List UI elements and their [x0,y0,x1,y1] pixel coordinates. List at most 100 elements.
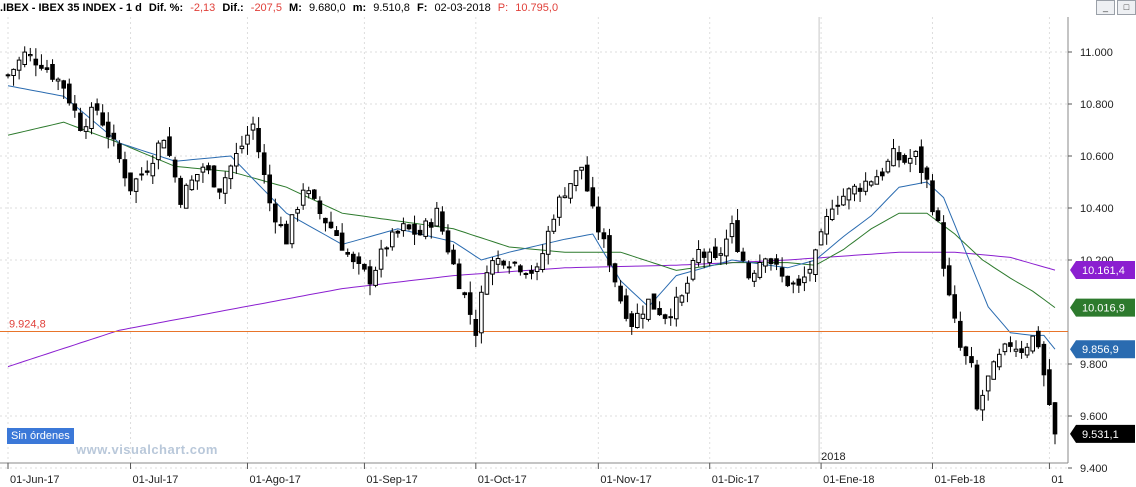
candle-up [562,195,568,199]
candle-down [100,112,106,126]
value-badge-bg [1070,424,1135,443]
candle-down [880,171,885,177]
candle-down [33,58,39,66]
candle-up [373,269,378,286]
candle-up [824,216,830,235]
candle-down [445,230,451,253]
candle-down [651,293,657,310]
candle-down [896,152,902,161]
candle-up [802,276,807,284]
value-badge-text: 10.016,9 [1082,303,1125,315]
orders-status-badge[interactable]: Sin órdenes [7,428,74,444]
candle-down [1041,343,1047,376]
candle-up [690,260,696,280]
candle-down [584,164,590,192]
candle-down [72,103,78,111]
candle-down [144,170,150,173]
x-tick-label: 01-Oct-17 [478,474,527,486]
candle-down [211,165,217,188]
value-badges: 10.161,4 10.016,9 9.856,9 9.531,1 [1070,261,1135,443]
candle-down [796,278,802,286]
candle-down [284,223,289,245]
x-tick-label: 01-Ene-18 [823,474,874,486]
candle-up [696,249,701,264]
ma-mid-line [7,121,1056,309]
candle-up [156,142,161,161]
candle-up [189,179,195,191]
candle-down [356,256,362,264]
candle-down [501,260,506,266]
candle-down [334,230,339,237]
max-label: M: [289,2,302,14]
candle-down [601,232,607,240]
candle-down [44,67,50,70]
y-tick-label: 10.600 [1080,151,1114,163]
candle-down [312,189,317,199]
candle-up [985,375,991,392]
y-tick-label: 9.800 [1080,359,1108,371]
y-tick-label: 10.400 [1080,203,1114,215]
p-value: 10.795,0 [515,2,559,14]
maximize-button[interactable]: □ [1117,0,1136,15]
date-value: 02-03-2018 [434,2,491,14]
candle-up [234,153,239,167]
candle-down [351,253,356,263]
moving-averages [7,85,1056,368]
candle-up [991,361,997,380]
candle-up [685,282,690,294]
watermark-text: www.visualchart.com [76,442,218,457]
min-label: m: [352,2,367,14]
candle-down [267,174,272,204]
candle-down [167,136,172,156]
candle-up [401,223,406,232]
candle-up [980,394,985,411]
candle-down [473,319,479,336]
support-line-label: 9.924,8 [9,319,46,331]
candle-down [323,217,328,224]
candle-down [94,103,100,111]
price-chart[interactable]: 9.924,8 11.00010.80010.60010.40010.2009.… [0,17,1136,487]
candle-up [55,78,61,82]
candle-down [451,249,456,265]
x-tick-label: 01-Sep-17 [366,474,417,486]
x-tick-label: 01 [1051,474,1063,486]
candle-up [490,260,495,275]
candle-up [506,266,512,269]
value-badge-bg [1070,261,1135,280]
candle-up [89,106,94,130]
candle-up [495,258,501,265]
candle-down [122,159,128,179]
candle-up [841,195,846,206]
candle-up [874,176,880,185]
candle-down [117,143,122,160]
chart-header: .IBEX - IBEX 35 INDEX - 1 d Dif. %: -2,1… [0,0,1136,17]
candle-up [289,214,295,245]
candle-up [222,177,228,194]
candle-up [195,174,200,182]
candle-up [479,291,484,334]
y-tick-label: 9.600 [1080,411,1108,423]
value-badge-text: 10.161,4 [1082,265,1125,277]
candle-up [813,249,818,275]
candle-down [462,292,467,296]
candle-down [1052,402,1058,435]
candle-up [228,165,234,180]
candle-down [256,128,261,153]
x-tick-label: 01-Feb-18 [934,474,985,486]
candle-up [390,231,395,248]
candle-up [913,150,919,157]
value-badge-bg [1070,298,1135,317]
minimize-button[interactable]: _ [1096,0,1115,15]
dif-label: Dif.: [222,2,244,14]
candle-down [618,285,623,302]
candle-down [919,146,924,173]
candle-up [484,272,490,295]
candle-down [67,83,72,104]
candle-up [423,220,428,237]
candle-up [668,316,674,319]
candle-down [523,273,529,275]
candle-down [367,266,373,285]
candle-down [629,313,635,327]
candle-down [946,265,952,296]
candle-up [1013,348,1019,352]
